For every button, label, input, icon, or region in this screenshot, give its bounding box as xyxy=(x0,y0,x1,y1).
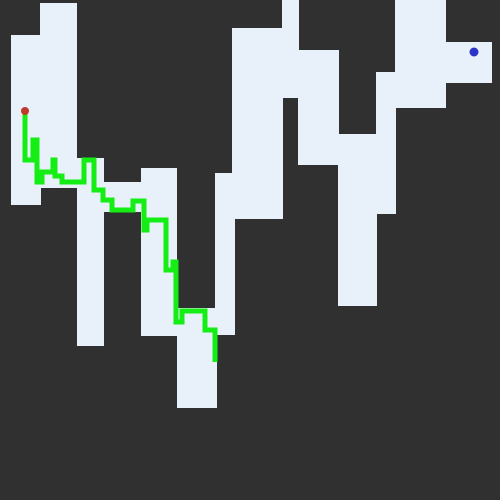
floor-cell xyxy=(338,134,377,306)
floor-cell xyxy=(40,3,77,188)
floor-cell xyxy=(232,28,283,219)
floor-cell xyxy=(177,308,217,408)
floor-cell xyxy=(215,173,235,335)
floor-cell xyxy=(376,72,396,214)
floor-cell xyxy=(100,182,145,212)
floor-cell xyxy=(395,0,446,108)
floor-cell xyxy=(446,42,492,83)
floor-cell xyxy=(141,168,177,336)
start-dot-icon xyxy=(21,107,29,115)
floor-cell xyxy=(77,158,104,346)
goal-dot-icon xyxy=(469,47,479,57)
solution-path-line xyxy=(22,110,218,362)
floor-cell xyxy=(298,50,339,165)
